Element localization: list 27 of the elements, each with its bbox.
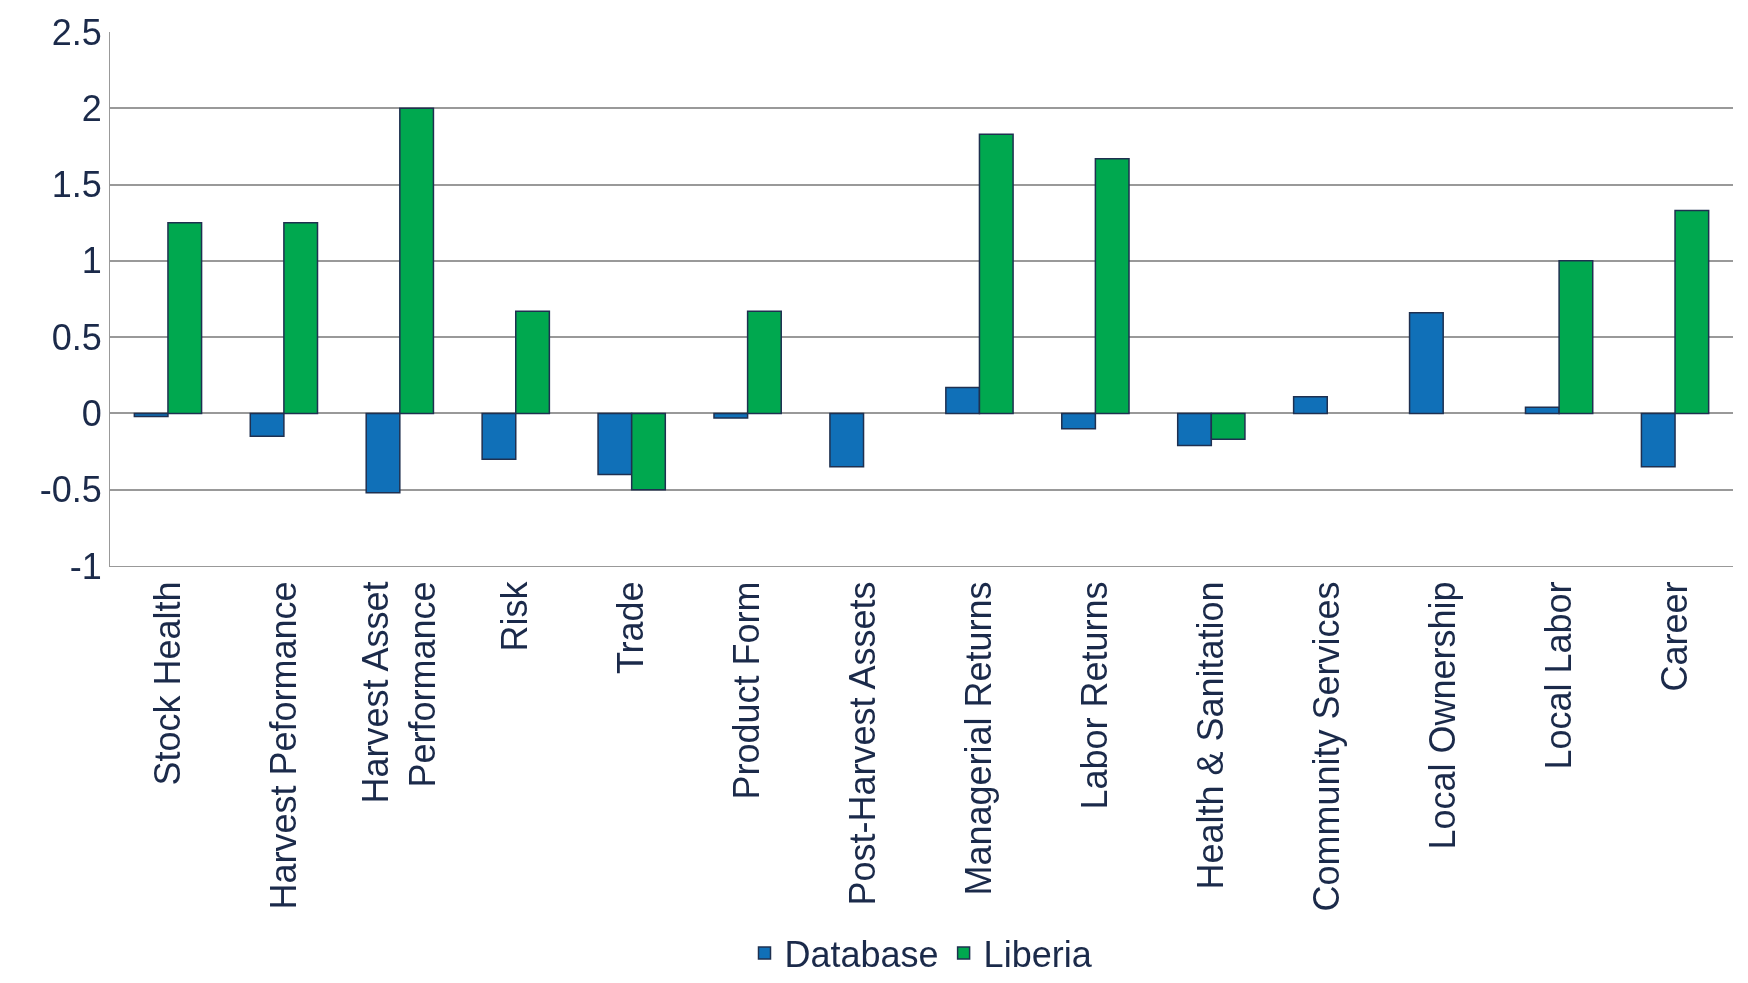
x-tick-label: Stock Health: [146, 581, 188, 786]
bar: [1408, 311, 1444, 415]
y-tick-label: 0.5: [51, 316, 102, 358]
x-tick-label: Local Labor: [1537, 581, 1579, 770]
y-tick-label: -0.5: [39, 469, 102, 511]
legend-label: Liberia: [983, 933, 1093, 975]
y-tick-label: -1: [69, 545, 102, 587]
x-tick-label: Health & Sanitation: [1190, 581, 1232, 890]
x-tick-label: Risk: [494, 580, 536, 652]
x-tick-label: Managerial Returns: [958, 581, 1000, 896]
y-tick-label: 2: [81, 87, 102, 129]
x-tick-label: Harvest Asset Performance: [355, 581, 443, 804]
y-tick-label: 2.5: [51, 11, 102, 53]
y-tick-label: 1: [81, 240, 102, 282]
x-tick-label: Community Services: [1305, 581, 1347, 912]
x-tick-label: Local Ownership: [1421, 581, 1463, 850]
x-tick-label: Trade: [610, 581, 652, 675]
x-tick-label: Harvest Peformance: [262, 581, 304, 910]
x-tick-label: Product Form: [726, 581, 768, 800]
x-tick-label: Labor Returns: [1074, 581, 1116, 810]
y-tick-label: 1.5: [51, 164, 102, 206]
bar: [1292, 395, 1328, 415]
x-tick-label: Post-Harvest Assets: [842, 581, 884, 906]
x-tick-label: Career: [1653, 581, 1695, 692]
legend-label: Database: [784, 933, 939, 975]
bar: [829, 412, 865, 468]
y-tick-label: 0: [81, 393, 102, 435]
